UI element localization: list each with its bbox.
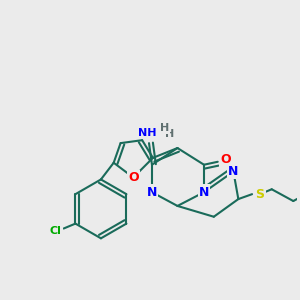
Text: N: N bbox=[147, 186, 157, 199]
Text: NH: NH bbox=[138, 128, 156, 138]
Text: H: H bbox=[165, 129, 174, 139]
Text: H: H bbox=[160, 123, 169, 134]
Text: O: O bbox=[220, 153, 231, 166]
Text: N: N bbox=[199, 186, 209, 199]
Text: S: S bbox=[255, 188, 264, 201]
Text: N: N bbox=[228, 165, 239, 178]
Text: Cl: Cl bbox=[50, 226, 62, 236]
Text: O: O bbox=[128, 171, 139, 184]
